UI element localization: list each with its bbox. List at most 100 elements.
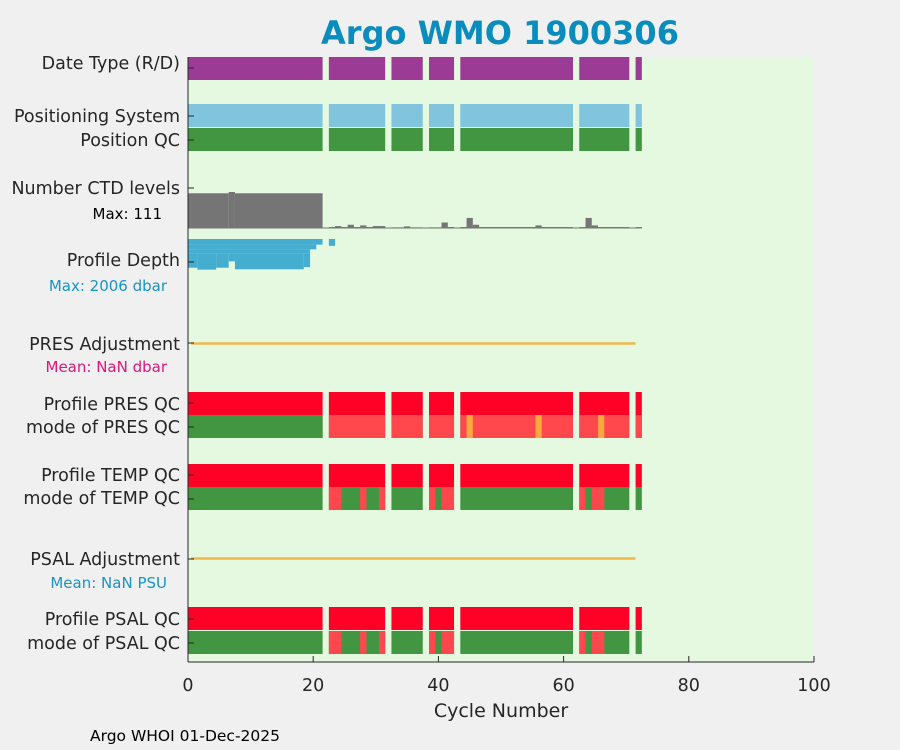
profile-temp-qc-bar-segment-6 xyxy=(635,464,642,487)
mode-pres-qc-probably-cycle-56 xyxy=(535,415,542,438)
position-qc-bar-segment-5 xyxy=(579,128,630,151)
label-mode-pres-qc: mode of PRES QC xyxy=(26,418,180,438)
footer-credit: Argo WHOI 01-Dec-2025 xyxy=(90,727,280,745)
ctd-levels-bar-10 xyxy=(372,226,386,228)
label-psal-adjustment: PSAL Adjustment xyxy=(30,550,180,570)
x-axis-label: Cycle Number xyxy=(434,700,568,722)
mode-temp-qc-mixed-cycle-28 xyxy=(360,487,367,510)
mode-psal-qc-bar-segment-6 xyxy=(635,631,642,654)
mode-psal-qc-mixed-cycle-42 xyxy=(447,631,455,654)
mode-temp-qc-bar-segment-1 xyxy=(328,487,386,510)
mode-pres-qc-bar-segment-6 xyxy=(635,415,642,438)
profile-psal-qc-bar-segment-3 xyxy=(429,607,455,630)
profile-depth-band-9 xyxy=(328,239,336,246)
positioning-system-bar-segment-0 xyxy=(188,104,323,127)
mode-temp-qc-mixed-cycle-31 xyxy=(378,487,386,510)
profile-pres-qc-bar-segment-2 xyxy=(391,392,423,415)
ctd-levels-bar-21 xyxy=(535,225,542,228)
x-tick-label-60: 60 xyxy=(552,676,574,696)
profile-pres-qc-bar-segment-5 xyxy=(579,392,630,415)
ctd-levels-bar-8 xyxy=(360,225,367,228)
mode-pres-qc-bar-segment-3 xyxy=(429,415,455,438)
label-mode-temp-qc: mode of TEMP QC xyxy=(23,489,180,509)
positioning-system-bar-segment-5 xyxy=(579,104,630,127)
mode-pres-qc-bar-segment-2 xyxy=(391,415,423,438)
profile-psal-qc-bar-segment-6 xyxy=(635,607,642,630)
profile-temp-qc-bar-segment-1 xyxy=(328,464,386,487)
profile-depth-band-6 xyxy=(228,253,235,262)
mode-pres-qc-good-first xyxy=(188,415,323,438)
label-mode-psal-qc: mode of PSAL QC xyxy=(27,634,180,654)
mode-psal-qc-mixed-cycle-31 xyxy=(378,631,386,654)
profile-psal-qc-bar-segment-2 xyxy=(391,607,423,630)
ctd-levels-bar-12 xyxy=(403,226,411,228)
mode-temp-qc-bar-segment-6 xyxy=(635,487,642,510)
profile-temp-qc-bar-segment-5 xyxy=(579,464,630,487)
ctd-levels-bar-6 xyxy=(347,224,354,228)
mode-pres-qc-probably-cycle-66 xyxy=(598,415,605,438)
x-tick-label-100: 100 xyxy=(797,676,830,696)
mode-psal-qc-bar-segment-1 xyxy=(328,631,386,654)
date-type-bar-segment-2 xyxy=(391,57,423,80)
x-tick-label-80: 80 xyxy=(678,676,700,696)
ctd-levels-bar-1 xyxy=(228,192,235,228)
profile-pres-qc-bar-segment-4 xyxy=(460,392,573,415)
plot-background xyxy=(188,57,814,662)
date-type-bar-segment-0 xyxy=(188,57,323,80)
mode-psal-qc-bar-segment-2 xyxy=(391,631,423,654)
mode-temp-qc-mixed-cycle-66 xyxy=(598,487,605,510)
chart-title: Argo WMO 1900306 xyxy=(321,14,679,52)
x-tick-label-40: 40 xyxy=(427,676,449,696)
profile-depth-band-7 xyxy=(234,253,304,270)
mode-psal-qc-mixed-cycle-63 xyxy=(579,631,586,654)
x-ticks: 0 20 40 60 80 100 xyxy=(182,656,831,696)
label-profile-depth: Profile Depth xyxy=(67,251,180,271)
ctd-levels-bar-2 xyxy=(234,193,323,228)
mode-temp-qc-mixed-cycle-65 xyxy=(591,487,599,510)
position-qc-bar-segment-2 xyxy=(391,128,423,151)
mode-psal-qc-mixed-cycle-39 xyxy=(429,631,436,654)
profile-depth-band-2 xyxy=(188,249,311,254)
profile-pres-qc-bar-segment-1 xyxy=(328,392,386,415)
label-profile-temp-qc: Profile TEMP QC xyxy=(41,466,180,486)
profile-depth-band-3 xyxy=(188,253,198,268)
ctd-levels-bar-13 xyxy=(410,227,423,228)
date-type-bar-segment-5 xyxy=(579,57,630,80)
ctd-levels-bar-17 xyxy=(460,227,467,228)
label-profile-pres-qc: Profile PRES QC xyxy=(44,395,180,415)
position-qc-bar-segment-0 xyxy=(188,128,323,151)
mode-psal-qc-bar-segment-0 xyxy=(188,631,323,654)
ctd-levels-bar-3 xyxy=(328,227,336,228)
profile-depth-band-1 xyxy=(188,244,317,250)
mode-psal-qc-mixed-cycle-28 xyxy=(360,631,367,654)
profile-depth-band-5 xyxy=(216,253,229,268)
mode-psal-qc-mixed-cycle-66 xyxy=(598,631,605,654)
label-positioning-system: Positioning System xyxy=(14,107,180,127)
profile-temp-qc-bar-segment-4 xyxy=(460,464,573,487)
profile-depth-band-0 xyxy=(188,239,323,245)
date-type-bar-segment-1 xyxy=(328,57,386,80)
label-depth-max: Max: 2006 dbar xyxy=(49,277,168,295)
mode-temp-qc-bar-segment-2 xyxy=(391,487,423,510)
x-tick-label-20: 20 xyxy=(302,676,324,696)
ctd-levels-bar-4 xyxy=(335,226,342,228)
mode-pres-qc-bar-segment-1 xyxy=(328,415,386,438)
positioning-system-bar-segment-4 xyxy=(460,104,573,127)
chart-marks xyxy=(188,57,642,654)
mode-psal-qc-bar-segment-4 xyxy=(460,631,573,654)
mode-temp-qc-mixed-cycle-23 xyxy=(328,487,336,510)
label-position-qc: Position QC xyxy=(80,131,180,151)
mode-temp-qc-mixed-cycle-63 xyxy=(579,487,586,510)
ctd-levels-bar-15 xyxy=(441,222,448,228)
positioning-system-bar-segment-3 xyxy=(429,104,455,127)
mode-psal-qc-mixed-cycle-41 xyxy=(441,631,448,654)
profile-psal-qc-bar-segment-5 xyxy=(579,607,630,630)
mode-pres-qc-bar-segment-4 xyxy=(460,415,573,438)
profile-temp-qc-bar-segment-0 xyxy=(188,464,323,487)
positioning-system-bar-segment-6 xyxy=(635,104,642,127)
profile-temp-qc-bar-segment-3 xyxy=(429,464,455,487)
ctd-levels-bar-5 xyxy=(341,227,348,228)
mode-psal-qc-mixed-cycle-24 xyxy=(335,631,342,654)
x-tick-label-0: 0 xyxy=(182,676,193,696)
label-profile-psal-qc: Profile PSAL QC xyxy=(45,610,180,630)
